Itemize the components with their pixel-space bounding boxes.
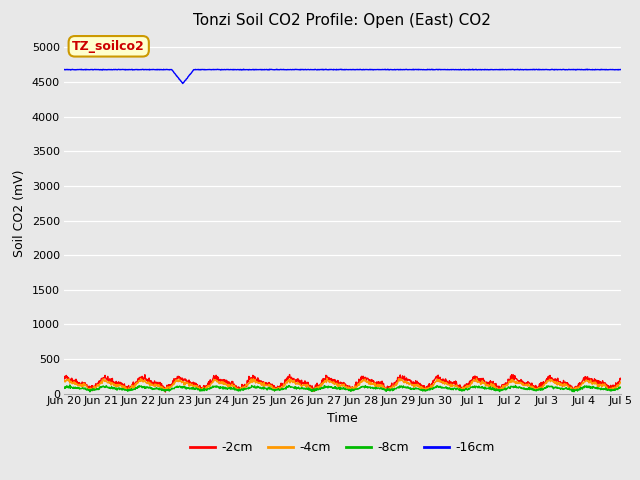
-2cm — [246, 377, 254, 383]
-4cm — [60, 379, 68, 384]
-8cm — [86, 389, 94, 395]
-4cm — [617, 379, 625, 385]
Line: -16cm: -16cm — [64, 69, 621, 84]
-8cm — [66, 382, 74, 388]
Legend: -2cm, -4cm, -8cm, -16cm: -2cm, -4cm, -8cm, -16cm — [186, 436, 499, 459]
-16cm — [246, 67, 254, 72]
-4cm — [246, 378, 254, 384]
Line: -4cm: -4cm — [64, 378, 621, 391]
-2cm — [60, 376, 68, 382]
Title: Tonzi Soil CO2 Profile: Open (East) CO2: Tonzi Soil CO2 Profile: Open (East) CO2 — [193, 13, 492, 28]
-8cm — [429, 385, 437, 391]
-8cm — [185, 385, 193, 391]
-8cm — [502, 385, 510, 391]
-16cm — [60, 67, 68, 72]
-2cm — [552, 376, 559, 382]
Line: -8cm: -8cm — [64, 385, 621, 392]
-2cm — [429, 377, 437, 383]
Line: -2cm: -2cm — [64, 374, 621, 392]
-16cm — [170, 70, 178, 76]
X-axis label: Time: Time — [327, 412, 358, 425]
-16cm — [429, 67, 437, 72]
-16cm — [184, 74, 192, 80]
-16cm — [617, 67, 625, 72]
-4cm — [552, 381, 559, 386]
Text: TZ_soilco2: TZ_soilco2 — [72, 40, 145, 53]
-4cm — [170, 380, 178, 385]
-4cm — [184, 380, 191, 385]
-2cm — [184, 378, 192, 384]
-8cm — [552, 384, 559, 390]
-2cm — [171, 378, 179, 384]
-16cm — [552, 67, 559, 72]
-8cm — [172, 384, 179, 390]
-8cm — [247, 384, 255, 390]
Y-axis label: Soil CO2 (mV): Soil CO2 (mV) — [13, 170, 26, 257]
-2cm — [161, 389, 169, 395]
-16cm — [179, 81, 187, 86]
-2cm — [502, 381, 510, 386]
-4cm — [472, 375, 480, 381]
-2cm — [285, 372, 293, 377]
-8cm — [617, 384, 625, 390]
-16cm — [502, 67, 510, 72]
-16cm — [322, 66, 330, 72]
-4cm — [309, 388, 317, 394]
-4cm — [429, 382, 437, 387]
-2cm — [617, 375, 625, 381]
-8cm — [60, 385, 68, 391]
-4cm — [502, 382, 510, 387]
